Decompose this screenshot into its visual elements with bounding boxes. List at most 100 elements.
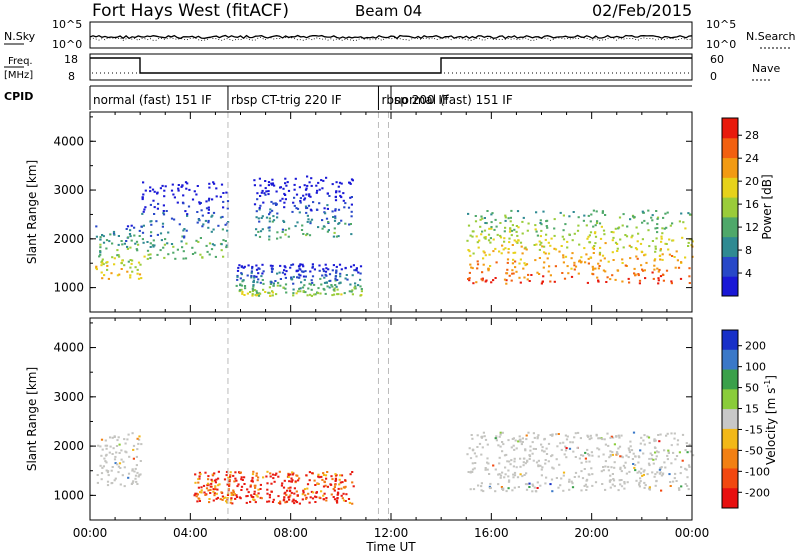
range-gate-cell [269, 294, 272, 297]
range-gate-cell [505, 279, 508, 282]
range-gate-cell [277, 281, 280, 284]
range-gate-cell [240, 485, 244, 488]
range-gate-cell [467, 249, 470, 251]
range-gate-cell [676, 439, 680, 442]
range-gate-cell [660, 474, 663, 477]
range-gate-cell [288, 227, 291, 230]
range-gate-cell [573, 476, 576, 478]
range-gate-cell [542, 210, 545, 213]
range-gate-cell [290, 491, 293, 494]
range-gate-cell [306, 184, 309, 187]
range-gate-cell [283, 496, 286, 499]
range-gate-cell [279, 502, 282, 505]
range-gate-cell [665, 269, 669, 272]
range-gate-cell [547, 442, 551, 445]
range-gate-cell [284, 229, 287, 232]
range-gate-cell [593, 245, 596, 247]
range-gate-cell [98, 255, 101, 258]
range-gate-cell [137, 442, 140, 445]
range-gate-cell [336, 497, 339, 500]
range-gate-cell [671, 222, 674, 225]
range-gate-cell [304, 205, 308, 208]
range-gate-cell [656, 216, 660, 219]
range-gate-cell [276, 272, 279, 275]
range-gate-cell [284, 287, 287, 290]
range-gate-cell [291, 479, 294, 482]
range-gate-cell [643, 219, 646, 222]
range-gate-cell [539, 222, 542, 224]
range-gate-cell [247, 264, 250, 267]
range-gate-cell [628, 449, 631, 452]
range-gate-cell [100, 454, 103, 457]
range-gate-cell [677, 487, 681, 490]
range-gate-cell [136, 483, 139, 485]
range-gate-cell [342, 192, 345, 195]
range-gate-cell [578, 259, 581, 262]
range-gate-cell [510, 209, 513, 212]
range-gate-cell [315, 191, 318, 194]
range-gate-cell [208, 253, 211, 256]
range-gate-cell [299, 290, 302, 293]
range-gate-cell [620, 470, 623, 473]
range-gate-cell [271, 294, 274, 297]
range-gate-cell [482, 431, 485, 434]
range-gate-cell [512, 473, 515, 476]
range-gate-cell [229, 474, 232, 477]
range-gate-cell [113, 263, 116, 266]
range-gate-cell [523, 276, 526, 279]
range-gate-cell [149, 190, 152, 193]
range-gate-cell [294, 499, 297, 502]
range-gate-cell [507, 248, 510, 250]
range-gate-cell [207, 206, 210, 209]
range-gate-cell [495, 435, 498, 438]
range-gate-cell [480, 233, 483, 236]
range-gate-cell [251, 480, 254, 483]
range-gate-cell [518, 262, 521, 265]
range-gate-cell [316, 482, 319, 485]
range-gate-cell [527, 222, 530, 225]
range-gate-cell [539, 219, 542, 222]
range-gate-cell [478, 442, 482, 445]
range-gate-cell [668, 238, 671, 241]
range-gate-cell [507, 439, 510, 442]
range-gate-cell [468, 271, 471, 274]
range-gate-cell [170, 217, 174, 220]
range-gate-cell [163, 256, 166, 259]
range-gate-cell [597, 262, 600, 265]
range-gate-cell [585, 489, 588, 491]
range-gate-cell [512, 251, 515, 254]
range-gate-cell [253, 276, 256, 279]
range-gate-cell [553, 247, 556, 250]
range-gate-cell [259, 292, 262, 295]
range-gate-cell [492, 238, 495, 241]
range-gate-cell [687, 212, 690, 215]
range-gate-cell [562, 471, 566, 474]
range-gate-cell [318, 496, 321, 499]
range-gate-cell [314, 501, 317, 503]
range-gate-cell [111, 453, 114, 455]
range-gate-cell [137, 243, 140, 246]
range-gate-cell [324, 474, 328, 477]
range-gate-cell [471, 230, 474, 233]
range-gate-cell [283, 273, 287, 276]
range-gate-cell [495, 225, 498, 228]
range-gate-cell [614, 227, 617, 230]
range-gate-cell [199, 491, 202, 494]
range-gate-cell [103, 457, 106, 460]
range-gate-cell [196, 211, 199, 213]
range-gate-cell [488, 485, 491, 488]
range-gate-cell [499, 433, 502, 436]
range-gate-cell [536, 481, 539, 484]
range-gate-cell [663, 227, 666, 230]
range-gate-cell [654, 439, 657, 442]
range-gate-cell [95, 265, 98, 268]
range-gate-cell [311, 263, 314, 266]
noise-right-tick-top: 10^5 [706, 18, 736, 31]
range-gate-cell [295, 270, 298, 273]
range-gate-cell [140, 277, 143, 280]
range-gate-cell [244, 287, 247, 290]
range-gate-cell [127, 472, 131, 475]
range-gate-cell [279, 186, 282, 189]
range-gate-cell [665, 226, 668, 229]
range-gate-cell [685, 468, 688, 471]
